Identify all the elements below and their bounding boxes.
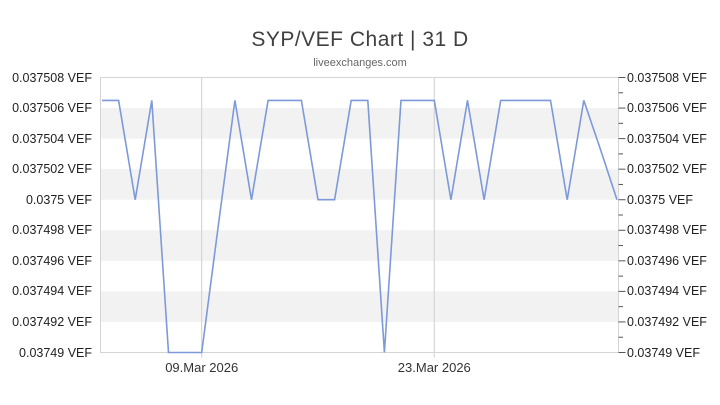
chart-title: SYP/VEF Chart | 31 D bbox=[251, 28, 469, 51]
y-axis-label-right: 0.037502 VEF bbox=[627, 162, 707, 177]
y-axis-label-left: 0.037498 VEF bbox=[12, 223, 92, 238]
y-axis-label-right: 0.037506 VEF bbox=[627, 101, 707, 116]
y-axis-label-right: 0.037498 VEF bbox=[627, 223, 707, 238]
x-axis-label: 23.Mar 2026 bbox=[397, 360, 471, 375]
y-axis-label-left: 0.03749 VEF bbox=[19, 345, 92, 360]
y-axis-label-left: 0.037494 VEF bbox=[12, 284, 92, 299]
y-axis-label-left: 0.037504 VEF bbox=[12, 131, 92, 146]
y-axis-label-left: 0.037506 VEF bbox=[12, 101, 92, 116]
y-axis-label-right: 0.037504 VEF bbox=[627, 131, 707, 146]
y-axis-label-right: 0.0375 VEF bbox=[627, 192, 694, 207]
y-axis-label-right: 0.037508 VEF bbox=[627, 70, 707, 85]
y-axis-label-right: 0.03749 VEF bbox=[627, 345, 700, 360]
y-axis-label-left: 0.037508 VEF bbox=[12, 70, 92, 85]
y-axis-label-right: 0.037494 VEF bbox=[627, 284, 707, 299]
x-axis-label: 09.Mar 2026 bbox=[165, 360, 239, 375]
y-axis-label-left: 0.037492 VEF bbox=[12, 314, 92, 329]
y-axis-label-left: 0.037502 VEF bbox=[12, 162, 92, 177]
y-axis-label-right: 0.037496 VEF bbox=[627, 253, 707, 268]
y-axis-label-left: 0.037496 VEF bbox=[12, 253, 92, 268]
y-axis-label-right: 0.037492 VEF bbox=[627, 314, 707, 329]
y-axis-label-left: 0.0375 VEF bbox=[25, 192, 92, 207]
chart-subtitle: liveexchanges.com bbox=[313, 57, 407, 69]
